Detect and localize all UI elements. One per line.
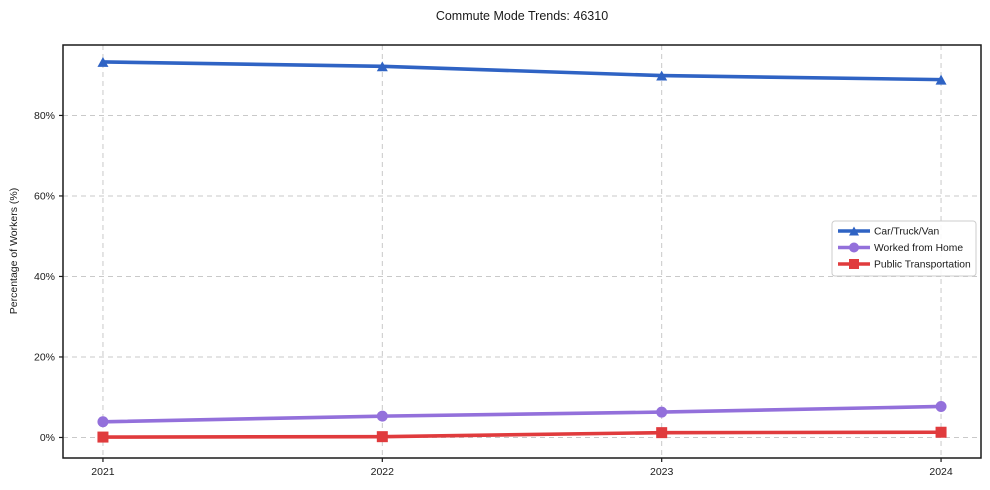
x-tick-label-2022: 2022 xyxy=(371,466,395,478)
axes: 0% 20% 40% 60% 80% 2021 2022 2023 2024 xyxy=(34,110,953,478)
square-marker xyxy=(376,431,388,443)
x-tick-label-2024: 2024 xyxy=(929,466,953,478)
legend-label-public-transportation: Public Transportation xyxy=(874,260,971,271)
legend-entry-public-transportation: Public Transportation xyxy=(838,259,971,271)
y-tick-label-80: 80% xyxy=(34,110,55,122)
triangle-marker xyxy=(849,226,859,236)
triangle-marker xyxy=(97,56,109,67)
circle-marker xyxy=(849,242,859,253)
gridlines xyxy=(63,45,981,458)
series-worked-from-home xyxy=(97,400,947,428)
chart-title: Commute Mode Trends: 46310 xyxy=(435,9,609,23)
triangle-marker xyxy=(376,61,388,72)
legend-label-car-truck-van: Car/Truck/Van xyxy=(874,227,940,238)
legend-entry-worked-from-home: Worked from Home xyxy=(838,242,963,254)
circle-marker xyxy=(656,406,668,418)
square-marker xyxy=(97,431,109,443)
series-line-worked-from-home xyxy=(101,404,943,424)
series-line-car-truck-van xyxy=(101,60,943,82)
series-car-truck-van xyxy=(97,56,947,85)
square-marker xyxy=(656,427,668,439)
square-marker xyxy=(935,426,947,438)
circle-marker xyxy=(376,410,388,422)
series-line-public-transportation xyxy=(101,430,943,439)
legend-entry-car-truck-van: Car/Truck/Van xyxy=(838,226,940,238)
legend-label-worked-from-home: Worked from Home xyxy=(874,243,963,254)
x-tick-label-2023: 2023 xyxy=(650,466,674,478)
series-public-transportation xyxy=(97,426,947,443)
circle-marker xyxy=(935,400,947,412)
x-tick-label-2021: 2021 xyxy=(91,466,115,478)
triangle-marker xyxy=(935,74,947,85)
legend-box xyxy=(831,220,977,277)
square-marker xyxy=(849,259,859,269)
y-tick-label-60: 60% xyxy=(34,190,55,202)
y-tick-label-20: 20% xyxy=(34,351,55,363)
circle-marker xyxy=(97,416,109,428)
triangle-marker xyxy=(656,70,668,81)
y-tick-label-0: 0% xyxy=(40,432,55,444)
legend: Car/Truck/Van Worked from Home Public Tran… xyxy=(831,220,977,277)
y-tick-label-40: 40% xyxy=(34,271,55,283)
plot-border xyxy=(62,44,982,459)
